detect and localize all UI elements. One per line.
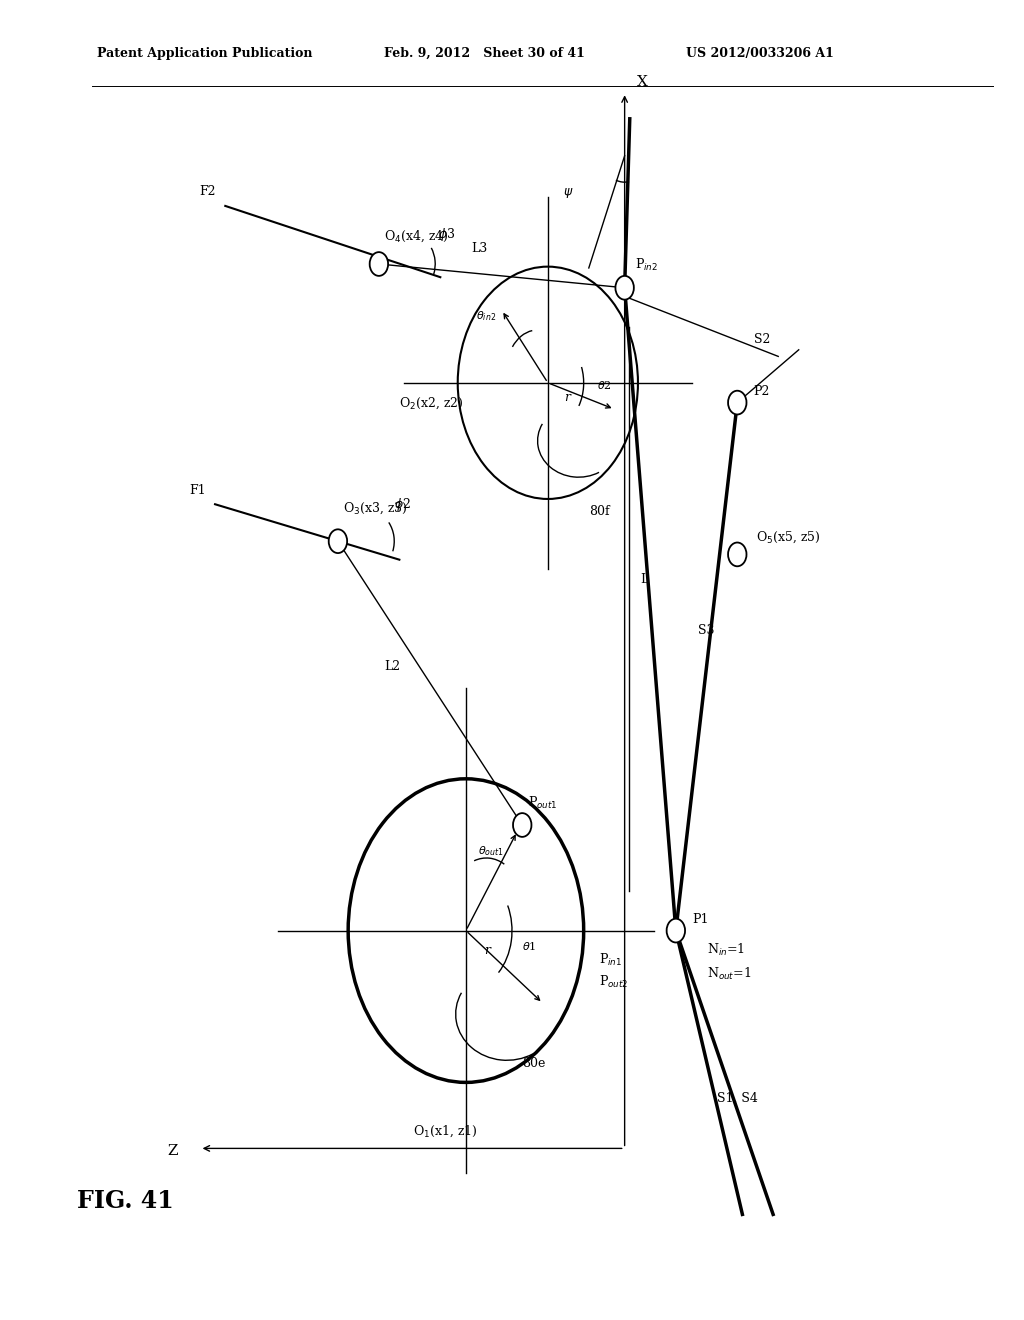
Text: X: X bbox=[637, 75, 648, 88]
Text: Patent Application Publication: Patent Application Publication bbox=[97, 46, 312, 59]
Text: O$_3$(x3, z3): O$_3$(x3, z3) bbox=[343, 500, 408, 516]
Text: P$_{out1}$: P$_{out1}$ bbox=[528, 795, 558, 810]
Text: $\theta$2: $\theta$2 bbox=[597, 379, 611, 392]
Text: US 2012/0033206 A1: US 2012/0033206 A1 bbox=[686, 46, 834, 59]
Text: 80e: 80e bbox=[522, 1056, 546, 1069]
Text: $\phi$3: $\phi$3 bbox=[438, 226, 456, 243]
Text: S2: S2 bbox=[754, 333, 770, 346]
Text: F1: F1 bbox=[189, 483, 206, 496]
Text: P$_{out2}$: P$_{out2}$ bbox=[599, 974, 629, 990]
Text: S1, S4: S1, S4 bbox=[717, 1092, 758, 1105]
Text: L3: L3 bbox=[471, 242, 487, 255]
Text: O$_1$(x1, z1): O$_1$(x1, z1) bbox=[413, 1123, 478, 1139]
Circle shape bbox=[728, 391, 746, 414]
Text: $\theta$$_{in2}$: $\theta$$_{in2}$ bbox=[476, 309, 497, 323]
Text: L2: L2 bbox=[384, 660, 400, 673]
Text: S3: S3 bbox=[698, 623, 715, 636]
Circle shape bbox=[728, 543, 746, 566]
Text: $\theta$1: $\theta$1 bbox=[522, 940, 537, 953]
Text: r: r bbox=[484, 944, 490, 957]
Text: 80f: 80f bbox=[589, 504, 609, 517]
Text: O$_2$(x2, z2): O$_2$(x2, z2) bbox=[399, 395, 464, 411]
Text: r: r bbox=[564, 391, 570, 404]
Circle shape bbox=[615, 276, 634, 300]
Text: FIG. 41: FIG. 41 bbox=[77, 1189, 173, 1213]
Text: O$_5$(x5, z5): O$_5$(x5, z5) bbox=[756, 529, 820, 545]
Text: $\psi$: $\psi$ bbox=[563, 186, 573, 201]
Text: N$_{out}$=1: N$_{out}$=1 bbox=[707, 966, 751, 982]
Text: F2: F2 bbox=[200, 185, 216, 198]
Text: Z: Z bbox=[167, 1144, 177, 1158]
Text: P$_{in2}$: P$_{in2}$ bbox=[635, 257, 658, 273]
Text: P1: P1 bbox=[692, 912, 709, 925]
Text: N$_{in}$=1: N$_{in}$=1 bbox=[707, 942, 744, 958]
Circle shape bbox=[329, 529, 347, 553]
Text: P$_{in1}$: P$_{in1}$ bbox=[599, 952, 623, 968]
Circle shape bbox=[513, 813, 531, 837]
Text: Feb. 9, 2012   Sheet 30 of 41: Feb. 9, 2012 Sheet 30 of 41 bbox=[384, 46, 585, 59]
Text: O$_4$(x4, z4): O$_4$(x4, z4) bbox=[384, 228, 449, 244]
Text: L: L bbox=[640, 573, 648, 586]
Text: $\phi$2: $\phi$2 bbox=[394, 496, 411, 513]
Circle shape bbox=[370, 252, 388, 276]
Circle shape bbox=[667, 919, 685, 942]
Text: $\theta$$_{out1}$: $\theta$$_{out1}$ bbox=[478, 843, 504, 858]
Text: P2: P2 bbox=[754, 384, 770, 397]
